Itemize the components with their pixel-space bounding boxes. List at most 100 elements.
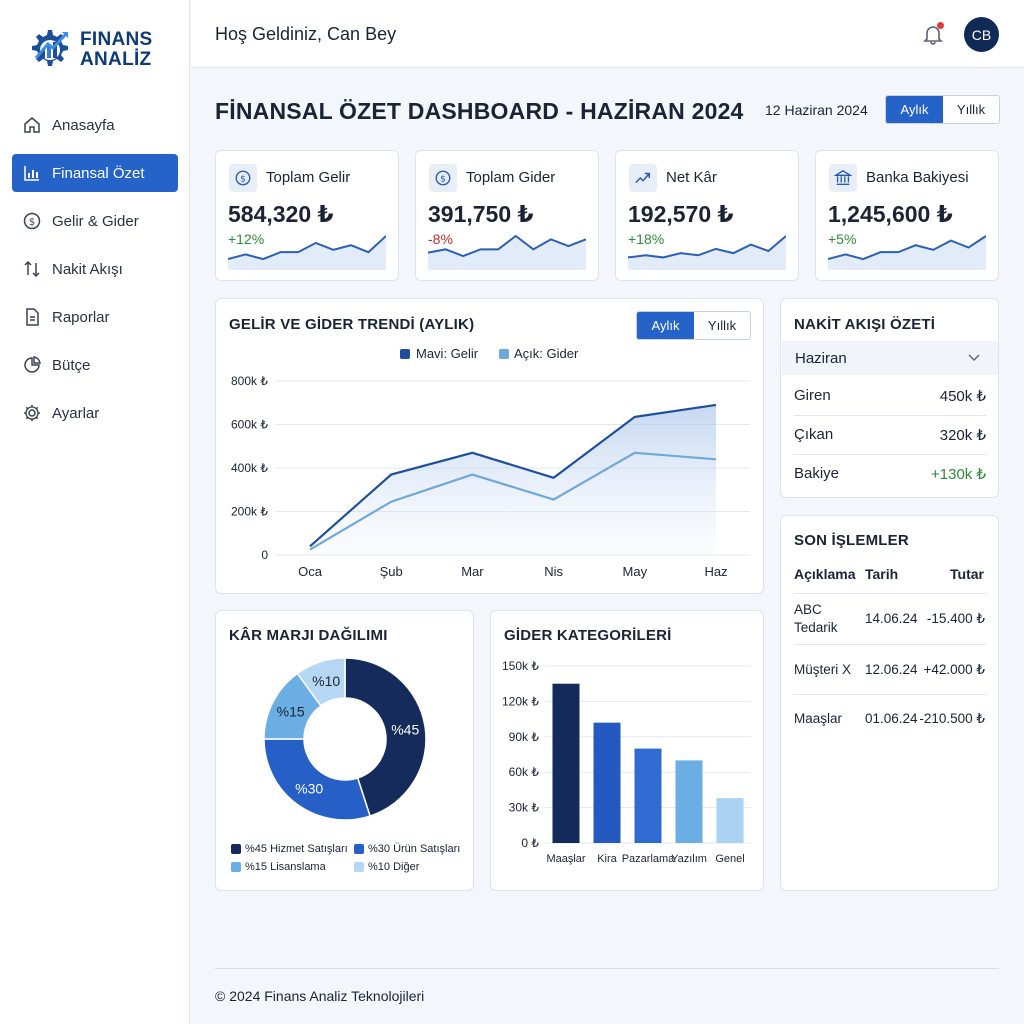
sparkline-line bbox=[428, 234, 586, 258]
tx-amount: -15.400 ₺ bbox=[926, 611, 985, 626]
cash-flow-value: +130k ₺ bbox=[931, 466, 986, 483]
expense-chart-title: GİDER KATEGORİLERİ bbox=[504, 627, 672, 644]
kpi-value: 584,320 ₺ bbox=[228, 201, 334, 227]
sidebar-item-label: Gelir & Gider bbox=[52, 212, 139, 230]
month-select-value: Haziran bbox=[795, 349, 847, 367]
column-header-tarih: Tarih bbox=[865, 566, 899, 582]
x-tick-label: Nis bbox=[544, 564, 563, 579]
sidebar-item-ayarlar[interactable]: Ayarlar bbox=[12, 394, 178, 432]
y-tick-label: 200k ₺ bbox=[231, 505, 268, 519]
sparkline-line bbox=[228, 235, 386, 261]
x-tick-label: Mar bbox=[461, 564, 484, 579]
legend-label: %15 Lisanslama bbox=[245, 861, 326, 873]
legend-swatch bbox=[354, 862, 364, 872]
sparkline-area bbox=[228, 236, 386, 270]
x-tick-label: May bbox=[623, 564, 648, 579]
toggle-yillik[interactable]: Yıllık bbox=[707, 318, 737, 333]
sparkline bbox=[228, 235, 386, 270]
kpi-card-banka-bakiyesi[interactable]: Banka Bakiyesi 1,245,600 ₺ +5% bbox=[815, 150, 999, 281]
kpi-card-toplam-gelir[interactable]: $ Toplam Gelir 584,320 ₺ +12% bbox=[215, 150, 399, 281]
x-tick-label: Şub bbox=[380, 564, 403, 579]
svg-text:$: $ bbox=[29, 217, 35, 228]
brand-line-2: ANALİZ bbox=[80, 49, 152, 70]
greeting: Hoş Geldiniz, Can Bey bbox=[215, 24, 397, 44]
y-tick-label: 0 ₺ bbox=[521, 836, 539, 850]
donut-slice bbox=[296, 657, 346, 707]
kpi-card-net-kar[interactable]: Net Kâr 192,570 ₺ +18% bbox=[615, 150, 799, 281]
kpi-change: +12% bbox=[228, 231, 265, 247]
sidebar-item-nakit-akisi[interactable]: Nakit Akışı bbox=[12, 250, 178, 288]
top-header: Hoş Geldiniz, Can Bey CB bbox=[191, 0, 1024, 68]
bar-chart-icon bbox=[24, 166, 39, 181]
y-tick-label: 0 bbox=[261, 548, 268, 562]
bar bbox=[716, 798, 744, 843]
series-line bbox=[309, 451, 717, 551]
legend-swatch-gelir bbox=[400, 349, 410, 359]
kpi-icon-wrap bbox=[629, 164, 657, 192]
sidebar-item-label: Anasayfa bbox=[52, 116, 115, 134]
x-tick-label: Oca bbox=[298, 564, 323, 579]
trend-legend: Mavi: Gelir Açık: Gider bbox=[400, 346, 579, 361]
legend-label: %10 Diğer bbox=[368, 861, 420, 873]
x-tick-label: Yazılım bbox=[671, 853, 707, 865]
dollar-circle-icon: $ bbox=[435, 170, 451, 186]
logo[interactable]: FINANS ANALİZ bbox=[22, 24, 153, 76]
footer-copyright: © 2024 Finans Analiz Teknolojileri bbox=[215, 988, 425, 1004]
y-tick-label: 800k ₺ bbox=[231, 374, 268, 388]
toggle-aylik[interactable]: Aylık bbox=[637, 312, 694, 339]
legend-item: %30 Ürün Satışları bbox=[354, 843, 460, 855]
bar bbox=[675, 760, 703, 843]
sidebar-item-butce[interactable]: Bütçe bbox=[12, 346, 178, 384]
bar bbox=[552, 683, 580, 843]
legend-gider: Açık: Gider bbox=[514, 346, 579, 361]
y-tick-label: 60k ₺ bbox=[509, 765, 540, 779]
tx-amount: +42.000 ₺ bbox=[923, 662, 985, 677]
sidebar-item-label: Nakit Akışı bbox=[52, 260, 123, 278]
sparkline bbox=[828, 235, 986, 270]
sidebar-item-label: Finansal Özet bbox=[52, 164, 145, 182]
sidebar-item-raporlar[interactable]: Raporlar bbox=[12, 298, 178, 336]
column-header-tutar: Tutar bbox=[950, 566, 984, 582]
divider bbox=[794, 454, 986, 455]
x-tick-label: Genel bbox=[715, 853, 744, 865]
y-tick-label: 400k ₺ bbox=[231, 461, 268, 475]
cash-flow-label: Çıkan bbox=[794, 426, 834, 443]
transactions-title: SON İŞLEMLER bbox=[794, 532, 909, 549]
notifications-button[interactable] bbox=[921, 22, 945, 46]
divider bbox=[794, 644, 986, 645]
period-toggle: Aylık Yıllık bbox=[885, 95, 1000, 124]
sidebar-item-label: Raporlar bbox=[52, 308, 110, 326]
cash-flow-label: Bakiye bbox=[794, 465, 840, 482]
cash-flow-label: Giren bbox=[794, 387, 831, 404]
chevron-down-icon bbox=[968, 354, 980, 361]
sidebar-item-gelir-gider[interactable]: $ Gelir & Gider bbox=[12, 202, 178, 240]
kpi-value: 192,570 ₺ bbox=[628, 201, 734, 227]
legend-swatch bbox=[231, 844, 241, 854]
sidebar-item-anasayfa[interactable]: Anasayfa bbox=[12, 106, 178, 144]
cash-flow-value: 320k ₺ bbox=[939, 427, 986, 444]
cash-flow-row-cikan: Çıkan 320k ₺ bbox=[794, 426, 986, 444]
kpi-label: Toplam Gelir bbox=[266, 169, 351, 186]
swap-arrows-icon bbox=[24, 260, 40, 278]
notification-dot bbox=[937, 22, 944, 29]
tx-desc: Maaşlar bbox=[794, 711, 843, 726]
kpi-card-toplam-gider[interactable]: $ Toplam Gider 391,750 ₺ -8% bbox=[415, 150, 599, 281]
tx-desc: ABC bbox=[794, 602, 822, 617]
legend-swatch bbox=[231, 862, 241, 872]
svg-text:$: $ bbox=[440, 175, 446, 185]
page-title: FİNANSAL ÖZET DASHBOARD - HAZİRAN 2024 bbox=[215, 98, 744, 124]
legend-item: %15 Lisanslama bbox=[231, 861, 326, 873]
toggle-yillik[interactable]: Yıllık bbox=[956, 102, 986, 117]
dollar-circle-icon: $ bbox=[23, 212, 41, 230]
toggle-aylik[interactable]: Aylık bbox=[886, 96, 943, 123]
month-select[interactable]: Haziran bbox=[782, 341, 998, 375]
kpi-label: Banka Bakiyesi bbox=[866, 169, 969, 186]
logo-gear-icon bbox=[32, 30, 68, 66]
bell-icon bbox=[923, 26, 943, 45]
slice-label: %15 bbox=[277, 703, 305, 719]
trend-up-icon bbox=[635, 172, 651, 184]
sidebar-item-finansal-ozet[interactable]: Finansal Özet bbox=[12, 154, 178, 192]
y-tick-label: 30k ₺ bbox=[509, 801, 540, 815]
avatar[interactable]: CB bbox=[964, 17, 999, 52]
brand-line-1: FINANS bbox=[80, 29, 153, 50]
